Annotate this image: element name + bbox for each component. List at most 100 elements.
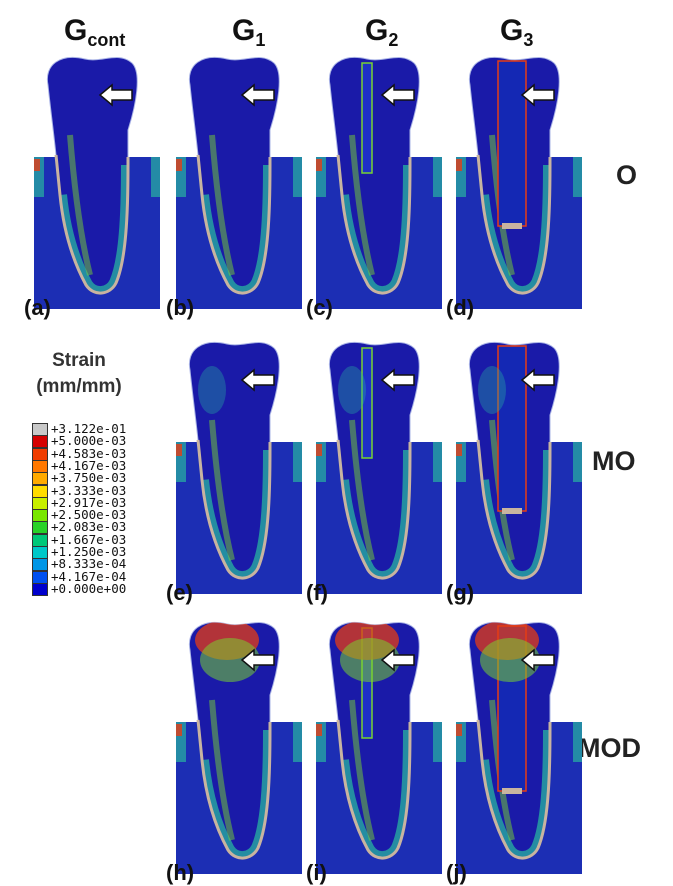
legend-value: +3.750e-03 [51, 470, 127, 486]
legend-swatch [32, 447, 48, 461]
column-header-sub: 1 [255, 30, 266, 50]
tooth-model [34, 57, 160, 309]
legend-swatch [32, 509, 48, 523]
bone-crest-right [433, 157, 442, 197]
bone-hotspot [456, 724, 462, 736]
column-header-main: G [365, 14, 389, 47]
column-header-g2: G2 [365, 14, 398, 51]
panel-j: (j) [446, 610, 587, 885]
legend-title-line2: (mm/mm) [36, 376, 122, 397]
legend-value: +4.583e-03 [51, 445, 127, 461]
legend-value: +2.917e-03 [51, 494, 127, 510]
pdl-outline [336, 439, 412, 580]
bone-hotspot [34, 159, 40, 171]
tooth-model [316, 622, 442, 874]
legend-title: Strain (mm/mm) [14, 348, 144, 400]
tooth-model [176, 57, 302, 309]
legend-swatch [32, 435, 48, 449]
occlusal-strain [340, 638, 400, 682]
bone-crest-right [573, 442, 582, 482]
panel-a: (a) [24, 45, 165, 320]
pdl-outline [476, 719, 552, 860]
panel-label: (f) [306, 580, 328, 605]
bone-crest-right [151, 157, 160, 197]
legend-swatch [32, 496, 48, 510]
cavity-strain [478, 366, 506, 414]
legend-value: +4.167e-03 [51, 457, 127, 473]
post-channel [361, 62, 373, 174]
pdl-outline [476, 439, 552, 580]
panel-label: (j) [446, 860, 467, 885]
post-channel [497, 345, 527, 512]
root-strain-inner [349, 699, 375, 841]
legend-swatch [32, 546, 48, 559]
pdl-outline [336, 154, 412, 295]
bone-crest-left [176, 442, 186, 482]
occlusal-strain [480, 638, 540, 682]
legend-swatch [32, 472, 48, 486]
row-label-mo: MO [592, 446, 636, 476]
bone-crest-left [176, 157, 186, 197]
bone-hotspot [316, 724, 322, 736]
bone-crest-right [433, 442, 442, 482]
panel-d: (d) [446, 45, 587, 320]
bone-crest-right [293, 722, 302, 762]
legend-value: +8.333e-04 [51, 556, 127, 572]
arrow-left-icon [520, 83, 555, 107]
arrow-left-icon [240, 648, 275, 672]
bone-crest-right [293, 442, 302, 482]
root-strain-inner [209, 699, 235, 841]
pdl-outline [336, 719, 412, 860]
legend-value: +3.122e-01 [51, 421, 127, 436]
legend-value: +4.167e-04 [51, 568, 127, 584]
legend-value: +2.083e-03 [51, 519, 127, 535]
panel-g: (g) [446, 330, 587, 605]
legend-value: +0.000e+00 [51, 580, 127, 596]
root-strain-inner [67, 134, 93, 276]
legend-swatch [32, 570, 48, 584]
column-header-g1: G1 [232, 14, 265, 51]
panel-e: (e) [166, 330, 307, 605]
panel-label: (i) [306, 860, 327, 885]
pdl-outline [476, 154, 552, 295]
bone-hotspot [456, 159, 462, 171]
panel-b: (b) [166, 45, 307, 320]
bone-crest-left [456, 722, 466, 762]
column-header-main: G [232, 14, 256, 47]
bone-crest-right [293, 157, 302, 197]
column-header-sub: 2 [388, 30, 399, 50]
tooth-model [456, 342, 582, 594]
legend-swatch [32, 423, 48, 436]
cavity-strain [198, 366, 226, 414]
root-strain-inner [349, 419, 375, 561]
column-header-sub: 3 [523, 30, 534, 50]
legend-swatch [32, 533, 48, 547]
bone-hotspot [176, 724, 182, 736]
post-tip [502, 223, 522, 229]
panel-label: (d) [446, 295, 475, 320]
bone-hotspot [176, 444, 182, 456]
bone-crest-right [573, 157, 582, 197]
panel-label: (b) [166, 295, 195, 320]
panel-f: (f) [306, 330, 447, 605]
arrow-left-icon [98, 83, 133, 107]
panel-label: (c) [306, 295, 333, 320]
panel-c: (c) [306, 45, 447, 320]
row-label-o: O [616, 160, 638, 190]
bone-crest-left [316, 442, 326, 482]
legend-value: +1.250e-03 [51, 544, 127, 559]
legend-swatch [32, 582, 48, 596]
legend-swatch [32, 484, 48, 498]
tooth-model [316, 342, 442, 594]
tooth-model [316, 57, 442, 309]
bone-hotspot [456, 444, 462, 456]
legend-value: +5.000e-03 [51, 433, 127, 449]
pdl-outline [196, 154, 272, 295]
pdl-outline [54, 154, 130, 295]
arrow-left-icon [380, 368, 415, 392]
bone-hotspot [316, 444, 322, 456]
legend-swatch [32, 459, 48, 473]
panel-label: (g) [446, 580, 475, 605]
tooth-model [176, 342, 302, 594]
legend-swatch [32, 521, 48, 535]
